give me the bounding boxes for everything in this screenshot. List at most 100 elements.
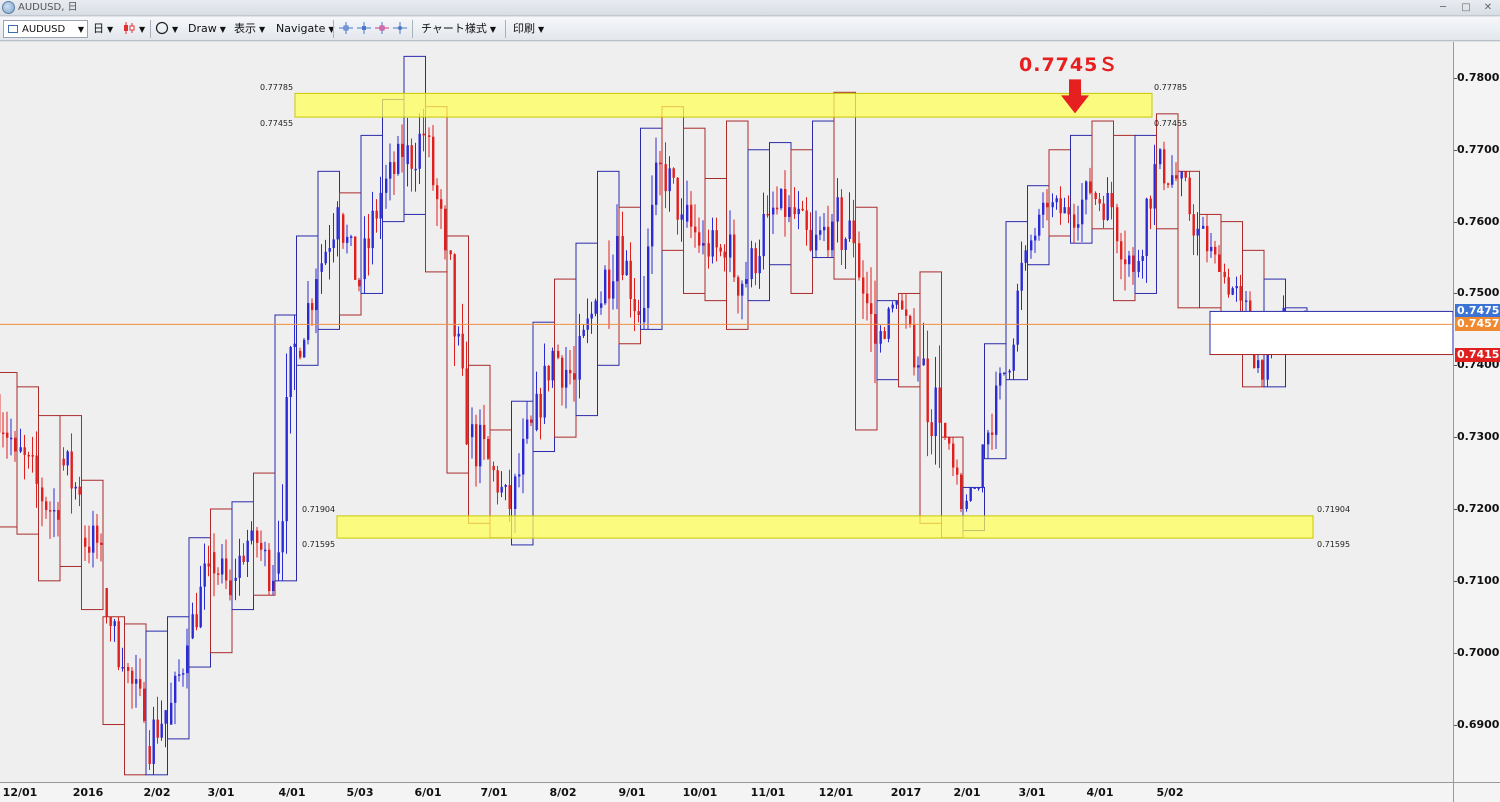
candle-body (715, 230, 718, 248)
candle-body (1063, 207, 1066, 214)
candle-body (336, 207, 339, 240)
time-tick-label: 4/01 (1086, 786, 1114, 799)
candle-body (612, 281, 615, 299)
candle-body (909, 315, 912, 325)
candle-body (999, 373, 1002, 386)
window-title: AUDUSD, 日 (18, 2, 78, 13)
chart-plot-area[interactable]: 0.77785 0.77455 0.77785 0.77455 0.71904 0.715… (0, 42, 1453, 782)
candle-body (969, 487, 972, 501)
candle-body (805, 210, 808, 230)
zoom-in-icon[interactable] (356, 21, 372, 35)
timeframe-dropdown[interactable]: 日 ▼ (93, 22, 114, 35)
candle-body (57, 509, 60, 520)
candle-body (551, 350, 554, 381)
candle-body (956, 467, 959, 475)
symbol-selector[interactable]: AUDUSD ▼ (3, 20, 88, 38)
price-tick-mark (1454, 724, 1457, 726)
candle-body (1106, 193, 1109, 220)
price-tick-label: 0.7300[ (1457, 430, 1500, 444)
candle-body (690, 204, 693, 227)
candle-body (1149, 198, 1152, 209)
candle-body (629, 260, 632, 300)
candle-body (852, 220, 855, 244)
candle-body (504, 485, 507, 487)
support-upper-label-right: 0.71904 (1317, 504, 1351, 514)
close-button[interactable]: ✕ (1483, 2, 1493, 13)
candle-body (973, 487, 976, 489)
candle-body (952, 443, 955, 468)
price-tick-label: 0.7100[ (1457, 573, 1500, 587)
candle-body (844, 238, 847, 250)
candle-body (741, 283, 744, 296)
axis-corner (1453, 782, 1500, 802)
candle-body (324, 251, 327, 264)
candle-body (643, 307, 646, 323)
candle-body (78, 486, 81, 495)
crosshair-icon[interactable] (338, 21, 354, 35)
candle-body (496, 470, 499, 493)
candle-body (772, 207, 775, 215)
weekly-range-box (1048, 149, 1071, 237)
candle-body (801, 208, 804, 211)
weekly-range-box (984, 343, 1007, 460)
candle-body (483, 424, 486, 440)
candle-body (745, 279, 748, 284)
candle-body (758, 256, 761, 274)
candle-body (905, 309, 908, 316)
shape-dropdown[interactable]: ▼ (172, 25, 179, 34)
minimize-button[interactable]: ─ (1439, 2, 1447, 13)
candle-type-dropdown[interactable]: ▼ (139, 25, 146, 34)
chart-style-menu[interactable]: チャート様式 ▼ (421, 22, 497, 35)
candle-body (1085, 181, 1088, 200)
candle-body (1116, 207, 1119, 242)
candle-body (164, 710, 167, 724)
candle-body (680, 214, 683, 220)
navigate-menu[interactable]: Navigate ▼ (276, 22, 335, 35)
candle-body (719, 247, 722, 252)
candle-body (1094, 192, 1097, 200)
candle-body (1218, 254, 1221, 272)
current-week-range-box (1209, 310, 1453, 356)
print-menu[interactable]: 印刷 ▼ (513, 22, 545, 35)
candle-body (788, 207, 791, 217)
candle-body (342, 214, 345, 243)
time-axis[interactable]: 12/01 2016 2/02 3/01 4/01 5/03 6/01 7/01 8/02 9/0… (0, 782, 1453, 802)
display-menu[interactable]: 表示 ▼ (234, 22, 266, 35)
candle-body (203, 563, 206, 587)
candle-body (256, 530, 259, 543)
candle-body (45, 501, 48, 511)
candle-body (539, 393, 542, 418)
price-tick-mark (1454, 365, 1457, 367)
candle-body (1059, 198, 1062, 214)
maximize-button[interactable]: □ (1461, 2, 1471, 13)
chart-icon (8, 25, 18, 33)
candle-body (1188, 177, 1191, 215)
candle-body (410, 145, 413, 169)
chart-style-label: チャート様式 (421, 22, 487, 35)
candle-body (371, 210, 374, 249)
candle-body (10, 437, 13, 440)
scroll-icon[interactable] (392, 21, 408, 35)
candle-body (750, 248, 753, 280)
draw-menu[interactable]: Draw ▼ (188, 22, 226, 35)
circle-tool-icon[interactable] (155, 21, 169, 35)
zoom-out-icon[interactable] (374, 21, 390, 35)
candle-body (960, 474, 963, 509)
candle-body (1067, 207, 1070, 215)
candle-body (320, 263, 323, 272)
candle-body (6, 432, 9, 438)
candle-body (444, 208, 447, 251)
price-axis[interactable]: 0.7800[0.7700[0.7600[0.7500[0.7400[0.730… (1453, 42, 1500, 782)
candle-body (385, 178, 388, 193)
candle-body (535, 393, 538, 430)
candle-body (938, 387, 941, 423)
candle-body (299, 350, 302, 358)
candle-body (74, 486, 77, 489)
candle-type-icon[interactable] (122, 21, 136, 35)
candle-body (733, 234, 736, 278)
candle-body (465, 368, 468, 445)
candle-body (1110, 193, 1113, 208)
candle-body (109, 616, 112, 627)
candle-body (62, 458, 65, 466)
